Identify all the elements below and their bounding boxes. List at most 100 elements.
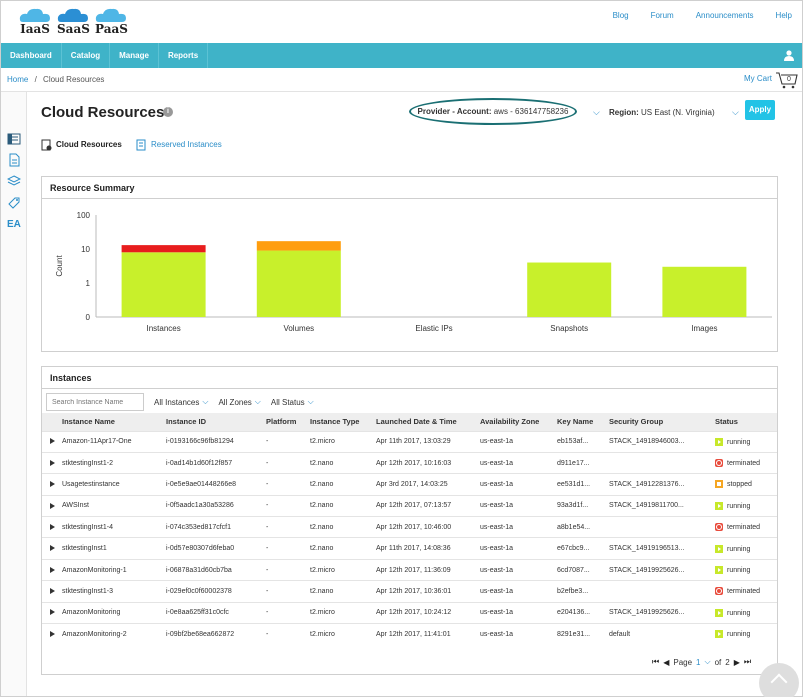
region-label: Region: xyxy=(609,108,639,117)
chevron-down-icon: ⌵ xyxy=(202,397,209,406)
table-row[interactable]: stktestingInst1-2 i-0ad14b1d60f12f857- t2.… xyxy=(42,451,777,474)
chevron-down-icon[interactable]: ⌵ xyxy=(704,657,711,666)
instance-name-cell: stktestingInst1-2 xyxy=(42,451,162,474)
filter-label: All Instances xyxy=(154,397,200,407)
region-select[interactable]: Region: US East (N. Virginia) xyxy=(609,108,715,117)
status-filter-dropdown[interactable]: All Status ⌵ xyxy=(271,397,314,407)
table-cell: STACK_14912281376... xyxy=(605,473,711,496)
expand-row-icon[interactable] xyxy=(50,502,55,509)
expand-row-icon[interactable] xyxy=(50,631,55,638)
column-header[interactable]: Platform xyxy=(262,413,306,431)
layers-icon[interactable] xyxy=(7,174,21,188)
chevron-down-icon[interactable]: ⌵ xyxy=(593,107,600,117)
table-cell: t2.nano xyxy=(306,516,372,538)
table-row[interactable]: AmazonMonitoring-2 i-09bf2be68ea662872- t2… xyxy=(42,623,777,645)
terminated-status-icon xyxy=(715,523,723,532)
filter-label: All Zones xyxy=(218,397,252,407)
previous-page-icon[interactable]: ◀ xyxy=(663,657,670,667)
column-header[interactable]: Instance ID xyxy=(162,413,262,431)
provider-account-select[interactable]: Provider - Account: aws - 636147758236 xyxy=(409,98,577,125)
bar xyxy=(527,262,612,317)
ea-icon[interactable]: EA xyxy=(7,219,21,230)
tab-cloud-resources[interactable]: Cloud Resources xyxy=(56,140,122,149)
table-row[interactable]: stktestingInst1 i-0d57e80307d6feba0- t2.na… xyxy=(42,537,777,560)
table-row[interactable]: AmazonMonitoring i-0e8aa625ff31c0cfc - t2.m… xyxy=(42,601,777,624)
expand-row-icon[interactable] xyxy=(50,459,55,466)
column-header[interactable]: Security Group xyxy=(605,413,711,431)
table-cell: b2efbe3... xyxy=(553,580,605,603)
filter-bar: All Instances ⌵ All Zones ⌵ All Status ⌵ xyxy=(46,393,314,411)
scroll-to-top-button[interactable] xyxy=(759,663,799,697)
column-header[interactable]: Instance Type xyxy=(306,413,372,431)
expand-row-icon[interactable] xyxy=(50,523,55,530)
table-cell: e204136... xyxy=(553,601,605,624)
table-cell: i-09bf2be68ea662872 xyxy=(162,623,262,645)
table-cell xyxy=(605,580,711,603)
info-icon[interactable]: i xyxy=(163,107,173,117)
cart-icon[interactable]: 0 xyxy=(775,71,799,89)
column-header[interactable]: Launched Date & Time xyxy=(372,413,476,431)
column-header[interactable]: Status xyxy=(711,413,777,431)
status-text: running xyxy=(727,566,751,574)
column-header[interactable]: Instance Name xyxy=(42,413,162,431)
column-header[interactable]: Key Name xyxy=(553,413,605,431)
expand-row-icon[interactable] xyxy=(50,545,55,552)
table-cell: i-06878a31d60cb7ba xyxy=(162,558,262,581)
blog-link[interactable]: Blog xyxy=(612,11,629,20)
table-cell: i-0e5e9ae01448266e8 xyxy=(162,473,262,496)
table-cell: default xyxy=(605,623,711,645)
left-icon-rail: EA xyxy=(1,92,27,696)
apply-button[interactable]: Apply xyxy=(745,100,775,120)
catalog-view-icon[interactable] xyxy=(7,132,21,146)
breadcrumb-home[interactable]: Home xyxy=(7,75,29,84)
expand-row-icon[interactable] xyxy=(50,438,55,445)
panel-title: Resource Summary xyxy=(42,177,777,199)
column-header[interactable]: Availability Zone xyxy=(476,413,553,431)
saas-logo[interactable]: SaaS xyxy=(57,7,90,37)
iaas-logo[interactable]: IaaS xyxy=(19,7,51,37)
my-cart-link[interactable]: My Cart xyxy=(744,74,772,83)
table-row[interactable]: Usagetestinstance i-0e5e9ae01448266e8- t2.… xyxy=(42,473,777,496)
expand-row-icon[interactable] xyxy=(50,481,55,488)
next-page-icon[interactable]: ▶ xyxy=(733,657,740,667)
search-input[interactable] xyxy=(46,393,144,411)
document-icon[interactable] xyxy=(7,153,21,167)
paas-logo[interactable]: PaaS xyxy=(95,7,128,37)
table-row[interactable]: Amazon-11Apr17-One i-0193166c96fb81294- t2… xyxy=(42,430,777,453)
nav-dashboard[interactable]: Dashboard xyxy=(1,43,62,68)
expand-row-icon[interactable] xyxy=(50,566,55,573)
table-cell: us-east-1a xyxy=(476,623,553,645)
table-cell: STACK_14918946003... xyxy=(605,430,711,453)
nav-reports[interactable]: Reports xyxy=(159,43,209,68)
instances-table: Instance Name Instance ID Platform Insta… xyxy=(42,413,777,645)
expand-row-icon[interactable] xyxy=(50,609,55,616)
zone-filter-dropdown[interactable]: All Zones ⌵ xyxy=(218,397,260,407)
last-page-icon[interactable]: ⏭ xyxy=(743,657,752,666)
user-icon[interactable] xyxy=(784,50,794,61)
running-status-icon xyxy=(715,544,723,553)
table-row[interactable]: stktestingInst1-4 i-074c353ed817cfcf1- t2.… xyxy=(42,516,777,538)
table-cell: us-east-1a xyxy=(476,558,553,581)
table-row[interactable]: AmazonMonitoring-1 i-06878a31d60cb7ba - t2.… xyxy=(42,558,777,581)
forum-link[interactable]: Forum xyxy=(650,11,674,20)
status-cell: running xyxy=(711,494,777,517)
page-select[interactable]: 1 xyxy=(696,657,701,667)
instance-name: Amazon-11Apr17-One xyxy=(62,438,132,446)
table-cell: us-east-1a xyxy=(476,516,553,538)
announcements-link[interactable]: Announcements xyxy=(695,11,754,20)
expand-row-icon[interactable] xyxy=(50,588,55,595)
status-text: running xyxy=(727,502,751,510)
nav-catalog[interactable]: Catalog xyxy=(62,43,111,68)
of-label: of xyxy=(714,657,722,667)
chevron-down-icon[interactable]: ⌵ xyxy=(732,107,739,117)
nav-manage[interactable]: Manage xyxy=(110,43,159,68)
panel-title: Instances xyxy=(42,367,777,389)
table-row[interactable]: AWSInst i-0f5aadc1a30a53286- t2.nano Apr 12… xyxy=(42,494,777,517)
tab-reserved-instances[interactable]: Reserved Instances xyxy=(151,140,222,149)
table-row[interactable]: stktestingInst1-3 i-029ef0c0f60002378- t2.… xyxy=(42,580,777,603)
first-page-icon[interactable]: ⏮ xyxy=(652,657,660,666)
tag-icon[interactable] xyxy=(7,196,21,210)
help-link[interactable]: Help xyxy=(775,11,792,20)
instance-filter-dropdown[interactable]: All Instances ⌵ xyxy=(154,397,208,407)
running-status-icon xyxy=(715,608,723,617)
